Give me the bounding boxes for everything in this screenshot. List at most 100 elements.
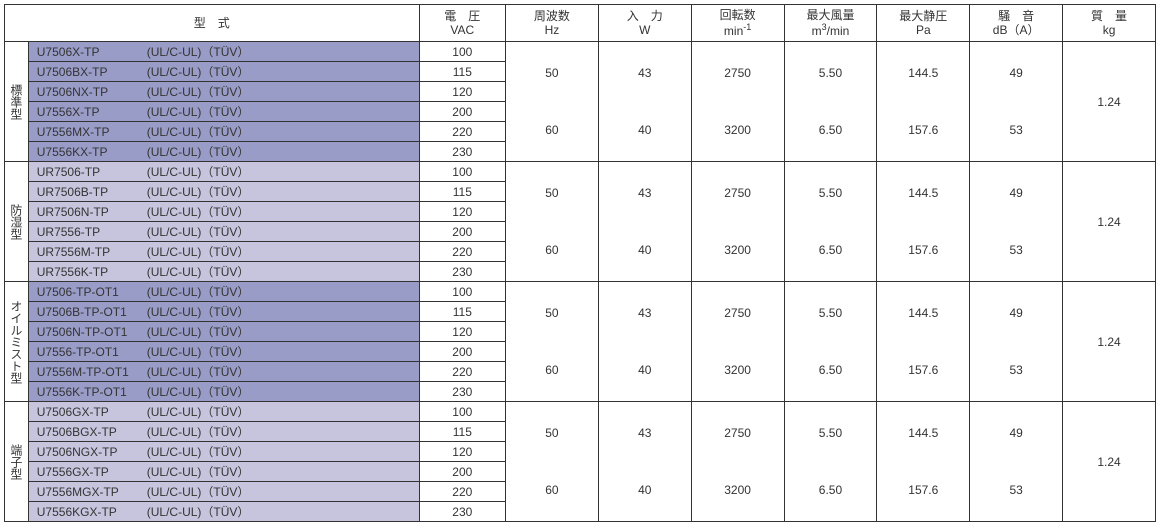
airflow-value: 5.50 [785,427,877,439]
col-speed: 回転数 min-1 [691,5,784,42]
voltage-cell: 115 [419,182,505,202]
model-cell: U7556-TP-OT1(UL/C-UL)（TÜV） [28,342,419,362]
col-frequency: 周波数 Hz [506,5,599,42]
input-cell: 4340 [598,42,691,162]
col-model-label: 型 式 [5,16,419,30]
table-row: 標準型U7506X-TP(UL/C-UL)（TÜV）10050604340275… [5,42,1156,62]
model-cell: UR7556M-TP(UL/C-UL)（TÜV） [28,242,419,262]
airflow-cell: 5.50 6.50 [784,402,877,522]
mass-cell: 1.24 [1063,42,1156,162]
noise-value: 49 [970,427,1062,439]
part-number: U7506GX-TP [37,405,147,419]
col-frequency-label: 周波数 [506,9,598,23]
freq-value: 50 [506,67,598,79]
col-input-label: 入 力 [599,9,691,23]
freq-value: 60 [506,124,598,136]
certifications: (UL/C-UL)（TÜV） [147,123,250,140]
speed-value: 2750 [692,307,784,319]
certifications: (UL/C-UL)（TÜV） [147,403,250,420]
airflow-value: 5.50 [785,187,877,199]
airflow-value: 6.50 [785,124,877,136]
pressure-value: 144.5 [877,187,969,199]
freq-value: 50 [506,427,598,439]
part-number: U7556MX-TP [37,125,147,139]
pressure-value: 157.6 [877,484,969,496]
certifications: (UL/C-UL)（TÜV） [147,283,250,300]
part-number: U7556KX-TP [37,145,147,159]
col-pressure-label: 最大静圧 [877,9,969,23]
certifications: (UL/C-UL)（TÜV） [147,363,250,380]
model-cell: U7506BX-TP(UL/C-UL)（TÜV） [28,62,419,82]
airflow-value: 6.50 [785,484,877,496]
input-value: 43 [599,307,691,319]
part-number: U7506NGX-TP [37,445,147,459]
voltage-cell: 220 [419,122,505,142]
certifications: (UL/C-UL)（TÜV） [147,303,250,320]
part-number: U7506N-TP-OT1 [37,325,147,339]
model-cell: U7556X-TP(UL/C-UL)（TÜV） [28,102,419,122]
certifications: (UL/C-UL)（TÜV） [147,203,250,220]
voltage-cell: 230 [419,382,505,402]
voltage-cell: 120 [419,202,505,222]
model-cell: U7506BGX-TP(UL/C-UL)（TÜV） [28,422,419,442]
part-number: UR7556M-TP [37,245,147,259]
model-cell: UR7556K-TP(UL/C-UL)（TÜV） [28,262,419,282]
input-value: 43 [599,427,691,439]
model-cell: U7506-TP-OT1(UL/C-UL)（TÜV） [28,282,419,302]
col-mass: 質 量 kg [1063,5,1156,42]
certifications: (UL/C-UL)（TÜV） [147,263,250,280]
voltage-cell: 200 [419,342,505,362]
certifications: (UL/C-UL)（TÜV） [147,483,250,500]
freq-cell: 5060 [506,282,599,402]
col-voltage: 電 圧 VAC [419,5,505,42]
model-cell: U7556KX-TP(UL/C-UL)（TÜV） [28,142,419,162]
certifications: (UL/C-UL)（TÜV） [147,163,250,180]
group-label: 標準型 [5,42,29,162]
mass-cell: 1.24 [1063,282,1156,402]
pressure-cell: 144.5157.6 [877,42,970,162]
speed-value: 3200 [692,364,784,376]
certifications: (UL/C-UL)（TÜV） [147,143,250,160]
certifications: (UL/C-UL)（TÜV） [147,443,250,460]
table-row: オイルミスト型U7506-TP-OT1(UL/C-UL)（TÜV）1005060… [5,282,1156,302]
part-number: U7556GX-TP [37,465,147,479]
part-number: U7556KGX-TP [37,505,147,519]
noise-value: 53 [970,244,1062,256]
part-number: U7556K-TP-OT1 [37,385,147,399]
noise-value: 53 [970,484,1062,496]
pressure-value: 157.6 [877,124,969,136]
certifications: (UL/C-UL)（TÜV） [147,503,250,520]
part-number: UR7506N-TP [37,205,147,219]
part-number: UR7506B-TP [37,185,147,199]
model-cell: U7506GX-TP(UL/C-UL)（TÜV） [28,402,419,422]
part-number: U7506B-TP-OT1 [37,305,147,319]
input-value: 43 [599,187,691,199]
col-input: 入 力 W [598,5,691,42]
speed-cell: 2750 3200 [691,282,784,402]
voltage-cell: 230 [419,502,505,522]
group-label: 端子型 [5,402,29,522]
model-cell: U7506NX-TP(UL/C-UL)（TÜV） [28,82,419,102]
freq-value: 60 [506,244,598,256]
freq-value: 50 [506,187,598,199]
speed-value: 3200 [692,484,784,496]
input-value: 40 [599,124,691,136]
input-value: 40 [599,244,691,256]
certifications: (UL/C-UL)（TÜV） [147,43,250,60]
voltage-cell: 120 [419,442,505,462]
freq-cell: 50 60 [506,162,599,282]
model-cell: U7506NGX-TP(UL/C-UL)（TÜV） [28,442,419,462]
certifications: (UL/C-UL)（TÜV） [147,183,250,200]
certifications: (UL/C-UL)（TÜV） [147,63,250,80]
table-row: 端子型U7506GX-TP(UL/C-UL)（TÜV）1005060434027… [5,402,1156,422]
noise-cell: 4953 [970,282,1063,402]
voltage-cell: 200 [419,102,505,122]
input-cell: 4340 [598,402,691,522]
voltage-cell: 220 [419,362,505,382]
airflow-cell: 5.506.50 [784,42,877,162]
voltage-cell: 100 [419,162,505,182]
part-number: UR7556-TP [37,225,147,239]
col-airflow-label: 最大風量 [785,8,877,22]
voltage-cell: 120 [419,322,505,342]
voltage-cell: 115 [419,302,505,322]
